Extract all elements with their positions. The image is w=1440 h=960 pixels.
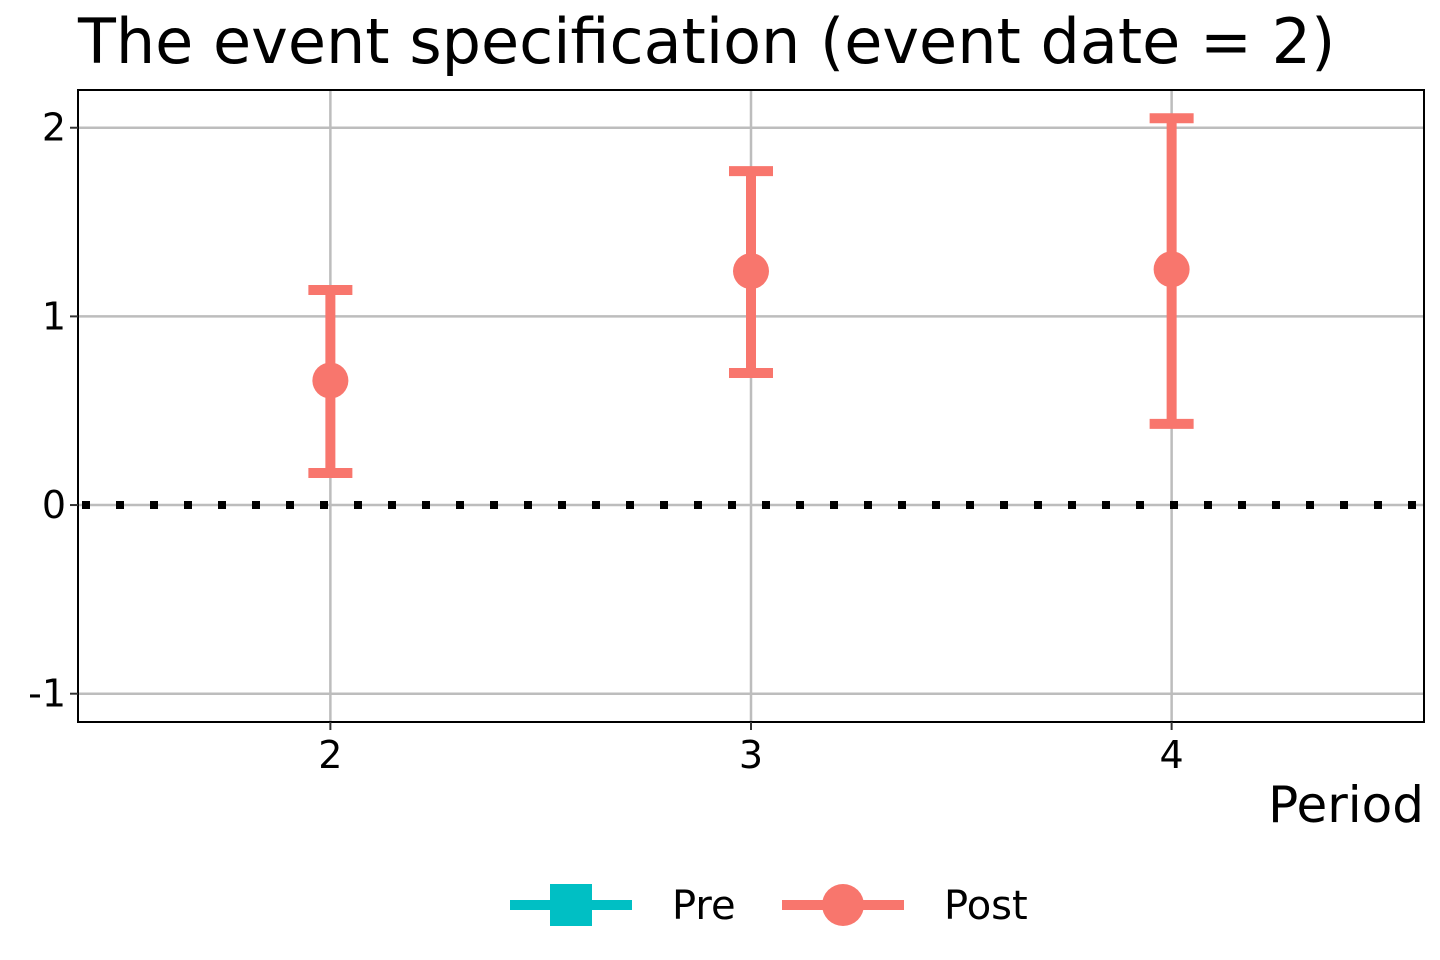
x-axis-title: Period [1268,776,1424,834]
legend: Pre Post [510,883,1028,929]
axis-layer: -1 0 1 2 2 3 4 [28,106,1184,777]
point-estimate [733,253,769,290]
legend-label: Post [944,883,1028,929]
y-tick-label: -1 [28,672,66,716]
data-layer [308,113,1194,478]
x-tick-label: 4 [1160,733,1184,777]
chart-title: The event specification (event date = 2) [78,5,1336,78]
point-estimate [312,362,349,399]
legend-key-marker [822,884,864,926]
point-estimate [1153,251,1190,288]
y-tick-label: 1 [42,294,66,338]
legend-key-marker [550,884,592,926]
x-tick-label: 3 [739,733,763,777]
y-tick-label: 0 [42,483,66,527]
x-tick-label: 2 [318,733,342,777]
legend-label: Pre [672,883,736,929]
y-tick-label: 2 [42,106,66,150]
